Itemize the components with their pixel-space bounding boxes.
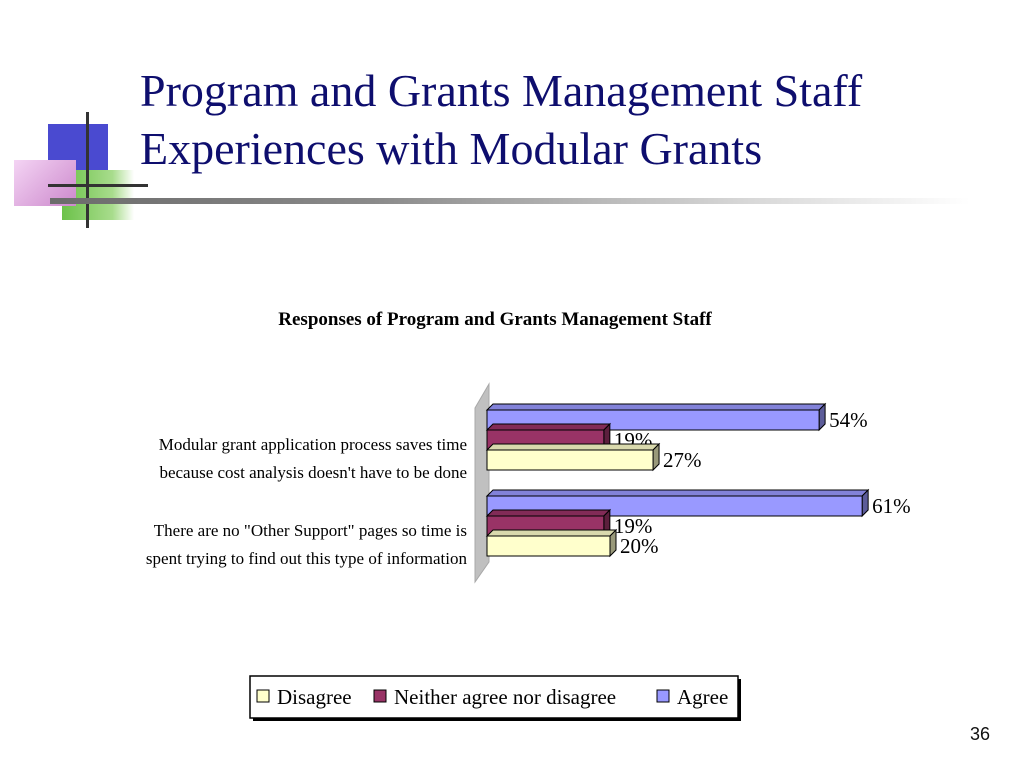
legend-label: Agree	[677, 685, 728, 709]
data-label: 19%	[614, 514, 653, 538]
slide-number: 36	[969, 724, 990, 744]
category-label: There are no "Other Support" pages so ti…	[154, 521, 467, 540]
data-label: 27%	[663, 448, 702, 472]
title-underline	[50, 198, 970, 204]
slide-title-line-1: Program and Grants Management Staff	[140, 65, 863, 116]
bar-top-face	[485, 509, 612, 517]
chart-back-wall	[474, 382, 490, 584]
logo-horizontal-line	[48, 184, 148, 187]
logo-vertical-line	[86, 112, 89, 228]
slide-title: Program and Grants Management Staff Expe…	[140, 62, 1010, 178]
bar-top-face	[485, 423, 612, 431]
bar-top-face	[485, 403, 827, 411]
data-label: 54%	[829, 408, 868, 432]
legend-swatch	[656, 689, 670, 703]
bar-top-face	[485, 489, 870, 497]
legend-swatch	[256, 689, 270, 703]
category-label: because cost analysis doesn't have to be…	[159, 463, 467, 482]
bar-top-face	[485, 529, 618, 537]
bar-top-face	[485, 443, 661, 451]
data-label: 61%	[872, 494, 911, 518]
chart-title: Responses of Program and Grants Manageme…	[278, 309, 712, 330]
category-label: Modular grant application process saves …	[159, 435, 467, 454]
category-label: spent trying to find out this type of in…	[146, 549, 468, 568]
bar-disagree	[486, 535, 611, 557]
slide-title-line-2: Experiences with Modular Grants	[140, 123, 763, 174]
bar-disagree	[486, 449, 654, 471]
decorative-logo	[0, 0, 160, 240]
legend-swatch	[373, 689, 387, 703]
legend-label: Neither agree nor disagree	[394, 685, 616, 709]
data-label: 20%	[620, 534, 659, 558]
legend-label: Disagree	[277, 685, 352, 709]
